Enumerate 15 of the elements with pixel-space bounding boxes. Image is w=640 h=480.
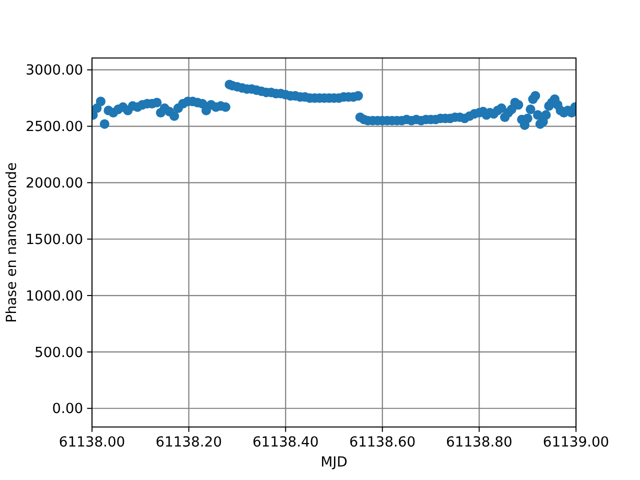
y-tick-label: 0.00 <box>52 401 84 418</box>
x-tick-label: 61138.20 <box>156 434 222 450</box>
y-tick-label: 2000.00 <box>26 176 84 192</box>
y-tick-label: 3000.00 <box>26 62 84 79</box>
y-axis-title: Phase en nanoseconde <box>4 162 20 323</box>
x-tick-label: 61138.40 <box>252 434 319 450</box>
x-tick-label: 61138.80 <box>446 434 512 450</box>
x-tick-label: 61138.60 <box>349 434 416 450</box>
x-axis-title: MJD <box>320 454 348 471</box>
x-tick-label: 61138.00 <box>58 434 126 450</box>
y-tick-label: 2500.00 <box>26 119 84 136</box>
y-tick-label: 1500.00 <box>26 232 84 248</box>
y-tick-label: 500.00 <box>34 344 84 361</box>
x-tick-label: 61139.00 <box>542 434 610 450</box>
y-tick-label: 1000.00 <box>26 288 84 304</box>
